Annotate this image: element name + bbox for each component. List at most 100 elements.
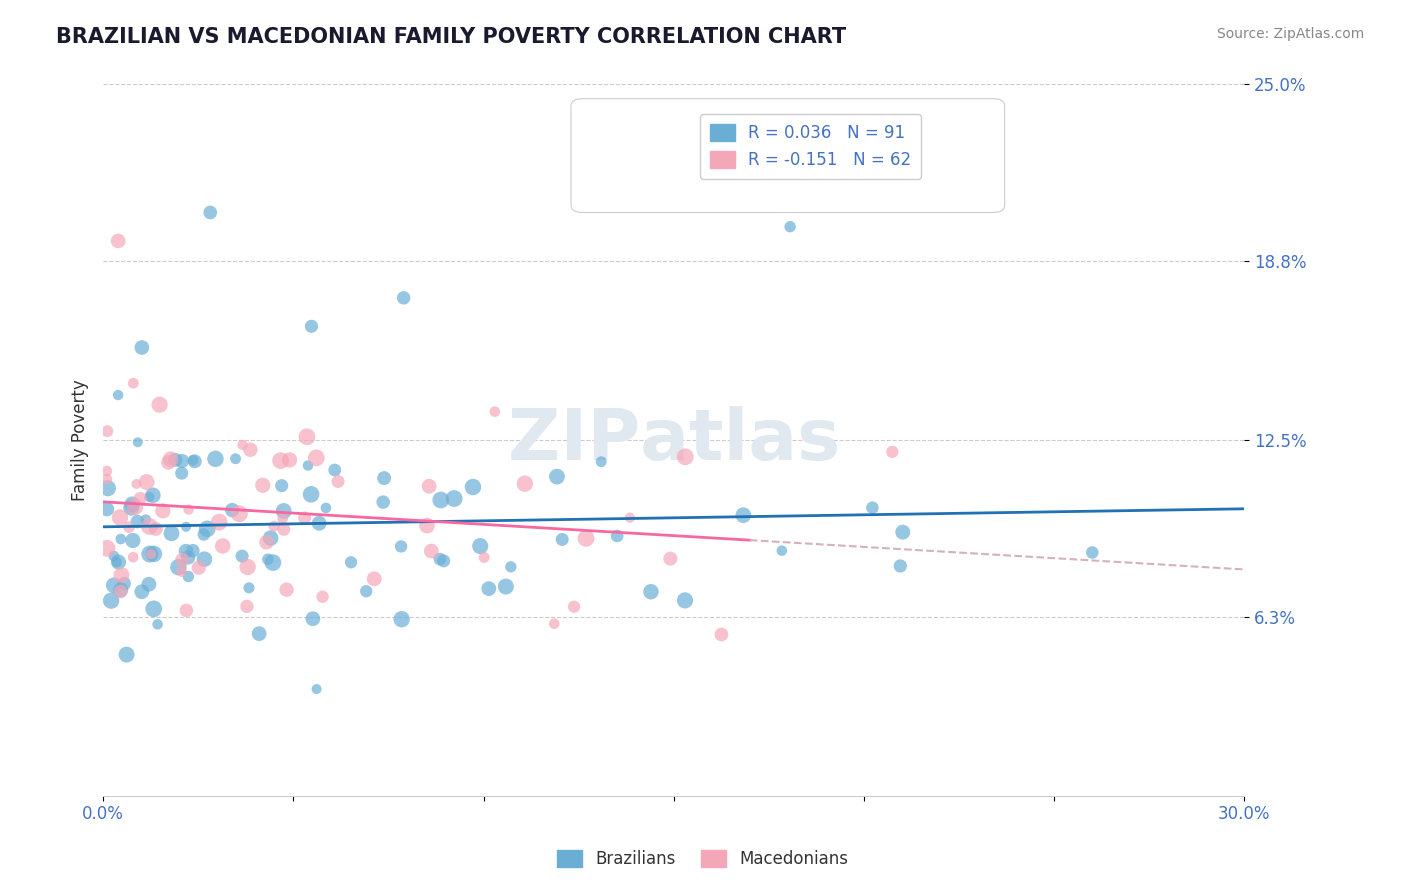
FancyBboxPatch shape bbox=[571, 99, 1005, 212]
Point bbox=[193, 527, 215, 541]
Point bbox=[125, 477, 148, 491]
Point bbox=[110, 582, 132, 597]
Point bbox=[181, 453, 204, 467]
Point bbox=[110, 532, 132, 546]
Point bbox=[177, 502, 200, 516]
Point bbox=[107, 555, 129, 569]
Point bbox=[176, 603, 198, 617]
Point bbox=[138, 490, 160, 504]
Point bbox=[131, 584, 153, 599]
Point bbox=[96, 472, 118, 486]
Point bbox=[606, 529, 628, 543]
Point bbox=[142, 488, 165, 502]
Point bbox=[551, 533, 574, 547]
Point bbox=[429, 552, 451, 566]
Point bbox=[315, 500, 337, 515]
Point bbox=[96, 424, 118, 438]
Point bbox=[148, 398, 170, 412]
Point bbox=[659, 551, 682, 566]
Point bbox=[170, 454, 193, 468]
Point bbox=[107, 388, 129, 402]
Point bbox=[373, 495, 395, 509]
Point bbox=[562, 599, 585, 614]
Point bbox=[131, 341, 153, 355]
Point bbox=[142, 602, 165, 616]
Point bbox=[1081, 545, 1104, 559]
Point bbox=[420, 544, 443, 558]
Point bbox=[391, 612, 413, 626]
Point bbox=[513, 476, 536, 491]
Point bbox=[239, 442, 262, 457]
Point bbox=[122, 376, 145, 391]
Point bbox=[157, 455, 180, 469]
Point bbox=[373, 471, 395, 485]
Point bbox=[184, 454, 207, 468]
Point bbox=[135, 475, 157, 489]
Point bbox=[107, 234, 129, 248]
Text: ZIP​atlas: ZIP​atlas bbox=[508, 406, 839, 475]
Point bbox=[165, 453, 187, 467]
Point bbox=[276, 582, 298, 597]
Point bbox=[270, 453, 292, 467]
Point bbox=[100, 593, 122, 607]
Point bbox=[146, 617, 169, 632]
Point bbox=[170, 565, 193, 579]
Point bbox=[195, 522, 218, 536]
Point bbox=[619, 510, 641, 524]
Point bbox=[323, 463, 346, 477]
Point bbox=[96, 541, 118, 556]
Point bbox=[640, 584, 662, 599]
Point bbox=[204, 451, 226, 466]
Legend: R = 0.036   N = 91, R = -0.151   N = 62: R = 0.036 N = 91, R = -0.151 N = 62 bbox=[700, 114, 921, 178]
Point bbox=[860, 500, 883, 515]
Point bbox=[121, 533, 143, 548]
Point bbox=[120, 500, 142, 515]
Point bbox=[591, 455, 613, 469]
Point bbox=[238, 581, 260, 595]
Point bbox=[145, 522, 167, 536]
Point bbox=[257, 552, 280, 566]
Point bbox=[174, 544, 197, 558]
Point bbox=[231, 549, 253, 563]
Point bbox=[889, 558, 911, 573]
Point bbox=[118, 520, 141, 534]
Point bbox=[389, 540, 412, 554]
Point bbox=[882, 445, 904, 459]
Point bbox=[326, 475, 349, 489]
Point bbox=[129, 491, 152, 506]
Point bbox=[891, 525, 914, 540]
Point bbox=[770, 543, 793, 558]
Point bbox=[177, 569, 200, 583]
Point bbox=[96, 502, 118, 516]
Point bbox=[308, 516, 330, 531]
Point bbox=[416, 518, 439, 533]
Point bbox=[110, 568, 132, 582]
Point bbox=[443, 491, 465, 506]
Point bbox=[484, 404, 506, 418]
Point bbox=[138, 577, 160, 591]
Point bbox=[200, 205, 222, 219]
Point bbox=[193, 552, 215, 566]
Point bbox=[575, 531, 598, 545]
Point bbox=[122, 550, 145, 565]
Point bbox=[127, 435, 149, 450]
Point bbox=[262, 556, 284, 570]
Point bbox=[121, 497, 143, 511]
Point bbox=[418, 479, 440, 493]
Point bbox=[110, 584, 132, 599]
Point bbox=[127, 515, 149, 529]
Point bbox=[105, 555, 128, 569]
Point bbox=[311, 590, 333, 604]
Point bbox=[472, 550, 495, 565]
Point bbox=[271, 511, 294, 525]
Point bbox=[543, 616, 565, 631]
Point bbox=[273, 504, 295, 518]
Point bbox=[159, 452, 181, 467]
Point bbox=[478, 582, 501, 596]
Point bbox=[96, 464, 118, 478]
Point bbox=[225, 451, 247, 466]
Point bbox=[139, 547, 162, 561]
Point bbox=[710, 627, 733, 641]
Point bbox=[124, 500, 146, 514]
Point bbox=[779, 219, 801, 234]
